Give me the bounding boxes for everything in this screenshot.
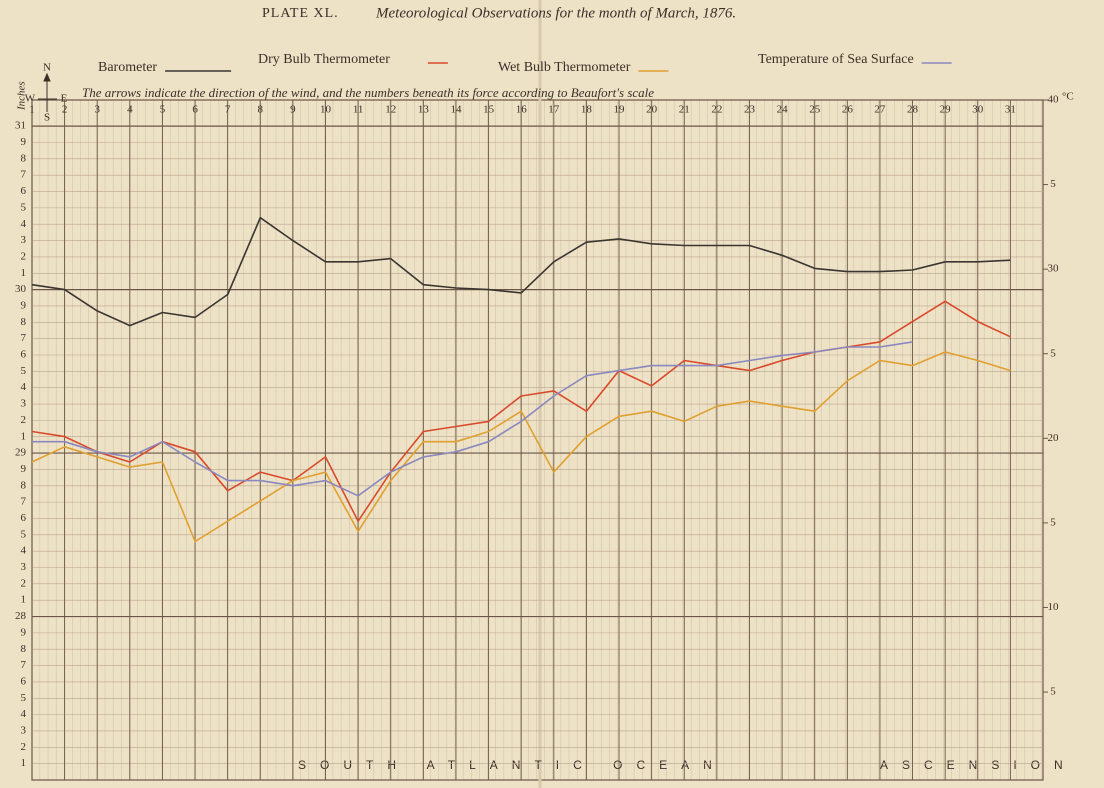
series-line bbox=[32, 341, 913, 497]
y-tick-label: 9 bbox=[21, 299, 27, 311]
x-tick-label: 19 bbox=[614, 104, 626, 116]
x-tick-label: 3 bbox=[94, 104, 100, 116]
x-tick-label: 2 bbox=[62, 104, 68, 116]
x-tick-label: 31 bbox=[1005, 104, 1016, 116]
compass-w: W bbox=[25, 93, 36, 105]
chart-title: Meteorological Observations for the mont… bbox=[375, 5, 736, 21]
y-axis-label: Inches bbox=[16, 81, 28, 111]
y2-tick-label: 10 bbox=[1048, 601, 1060, 613]
x-tick-label: 6 bbox=[192, 104, 198, 116]
y-tick-label: 5 bbox=[21, 201, 27, 213]
y-tick-label: 5 bbox=[21, 692, 27, 704]
y2-tick-label: 40 bbox=[1048, 94, 1060, 106]
y-tick-label: 7 bbox=[21, 169, 27, 181]
y-tick-label: 5 bbox=[21, 365, 27, 377]
y-tick-label: 9 bbox=[21, 136, 27, 148]
legend-label: Temperature of Sea Surface bbox=[758, 52, 914, 67]
x-tick-label: 28 bbox=[907, 104, 919, 116]
compass-n: N bbox=[43, 62, 51, 74]
y-tick-label: 6 bbox=[21, 349, 27, 361]
x-tick-label: 7 bbox=[225, 104, 231, 116]
compass-s: S bbox=[44, 112, 50, 124]
x-tick-label: 26 bbox=[842, 104, 854, 116]
y-tick-label: 31 bbox=[15, 120, 26, 132]
x-tick-label: 13 bbox=[418, 104, 430, 116]
y-tick-label: 1 bbox=[21, 267, 27, 279]
subtitle: The arrows indicate the direction of the… bbox=[82, 85, 654, 100]
x-tick-label: 11 bbox=[353, 104, 364, 116]
y-tick-label: 5 bbox=[21, 528, 27, 540]
x-tick-label: 18 bbox=[581, 104, 593, 116]
x-tick-label: 16 bbox=[516, 104, 528, 116]
x-tick-label: 20 bbox=[646, 104, 658, 116]
legend-label: Dry Bulb Thermometer bbox=[258, 52, 390, 67]
y-tick-label: 6 bbox=[21, 675, 27, 687]
y-tick-label: 2 bbox=[21, 741, 27, 753]
y-tick-label: 9 bbox=[21, 626, 27, 638]
y-tick-label: 4 bbox=[21, 381, 27, 393]
x-tick-label: 21 bbox=[679, 104, 690, 116]
x-tick-label: 27 bbox=[874, 104, 886, 116]
y2-tick-label: 20 bbox=[1048, 432, 1060, 444]
y-tick-label: 2 bbox=[21, 250, 27, 262]
y-tick-label: 28 bbox=[15, 610, 27, 622]
x-tick-label: 12 bbox=[385, 104, 396, 116]
y-tick-label: 3 bbox=[21, 724, 27, 736]
x-tick-label: 23 bbox=[744, 104, 756, 116]
y-tick-label: 30 bbox=[15, 283, 27, 295]
y-tick-label: 1 bbox=[21, 430, 27, 442]
y-tick-label: 2 bbox=[21, 577, 27, 589]
x-tick-label: 29 bbox=[940, 104, 952, 116]
x-tick-label: 1 bbox=[29, 104, 35, 116]
x-tick-label: 15 bbox=[483, 104, 495, 116]
x-tick-label: 10 bbox=[320, 104, 332, 116]
y-tick-label: 7 bbox=[21, 496, 27, 508]
y-tick-label: 9 bbox=[21, 463, 27, 475]
y-tick-label: 6 bbox=[21, 512, 27, 524]
compass-rose bbox=[38, 72, 57, 112]
x-tick-label: 30 bbox=[972, 104, 984, 116]
x-tick-label: 24 bbox=[777, 104, 789, 116]
series-line bbox=[31, 351, 1011, 543]
x-tick-label: 14 bbox=[450, 104, 462, 116]
x-tick-label: 22 bbox=[711, 104, 722, 116]
y-tick-label: 6 bbox=[21, 185, 27, 197]
compass-e: E bbox=[61, 93, 68, 105]
y-tick-label: 1 bbox=[21, 594, 27, 606]
x-tick-label: 9 bbox=[290, 104, 296, 116]
y-tick-label: 1 bbox=[21, 757, 27, 769]
x-tick-label: 8 bbox=[258, 104, 264, 116]
plate-number: PLATE XL. bbox=[262, 6, 339, 21]
x-tick-label: 5 bbox=[160, 104, 166, 116]
y-tick-label: 3 bbox=[21, 398, 27, 410]
y2-tick-label: 5 bbox=[1050, 347, 1056, 359]
y-tick-label: 8 bbox=[21, 316, 27, 328]
y-tick-label: 7 bbox=[21, 659, 27, 671]
y-tick-label: 3 bbox=[21, 561, 27, 573]
y2-tick-label: 5 bbox=[1050, 686, 1056, 698]
x-tick-label: 17 bbox=[548, 104, 560, 116]
y2-axis-label: °C bbox=[1062, 91, 1074, 103]
y-tick-label: 7 bbox=[21, 332, 27, 344]
legend-label: Wet Bulb Thermometer bbox=[498, 60, 631, 75]
y-tick-label: 8 bbox=[21, 643, 27, 655]
legend-label: Barometer bbox=[98, 60, 157, 75]
ocean-label: SOUTH ATLANTIC OCEAN bbox=[298, 758, 726, 772]
y-tick-label: 2 bbox=[21, 414, 27, 426]
y-tick-label: 4 bbox=[21, 218, 27, 230]
y2-tick-label: 5 bbox=[1050, 516, 1056, 528]
y-tick-label: 8 bbox=[21, 479, 27, 491]
y-tick-label: 3 bbox=[21, 234, 27, 246]
y2-tick-label: 5 bbox=[1050, 178, 1056, 190]
y-tick-label: 4 bbox=[21, 545, 27, 557]
x-tick-label: 25 bbox=[809, 104, 821, 116]
y2-tick-label: 30 bbox=[1048, 263, 1060, 275]
y-tick-label: 4 bbox=[21, 708, 27, 720]
x-tick-label: 4 bbox=[127, 104, 133, 116]
island-label: ASCENSION bbox=[880, 758, 1077, 772]
series-line bbox=[31, 216, 1011, 327]
y-tick-label: 29 bbox=[15, 447, 27, 459]
y-tick-label: 8 bbox=[21, 152, 27, 164]
